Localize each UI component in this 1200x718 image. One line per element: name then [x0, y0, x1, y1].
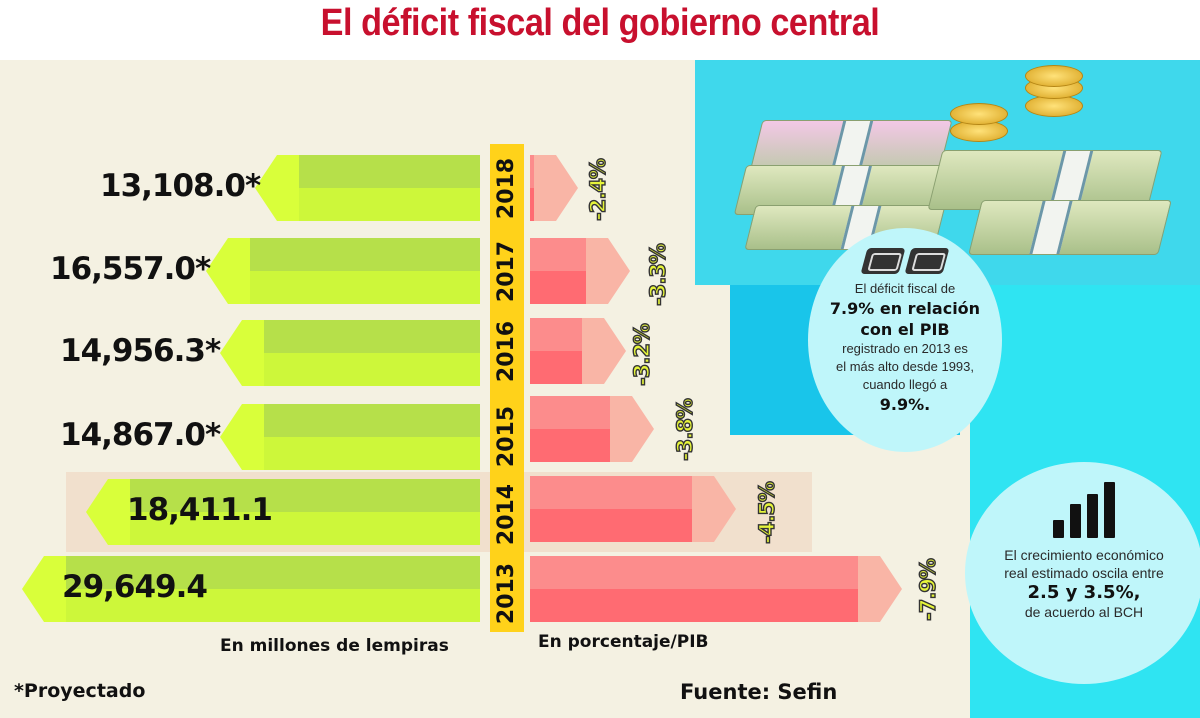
year-label-2014: 2014: [494, 483, 520, 545]
footnote-projected: *Proyectado: [14, 680, 146, 702]
pink-bar-2014: [530, 476, 736, 542]
coin-icon: [1025, 65, 1083, 87]
green-bar-2016: [220, 320, 480, 386]
year-label-2016: 2016: [494, 320, 520, 382]
year-label-2015: 2015: [494, 405, 520, 467]
callout-text: El crecimiento económico: [1004, 547, 1164, 563]
amount-label-2017: 16,557.0*: [50, 251, 211, 287]
green-bar-2018: [255, 155, 480, 221]
callout-text: el más alto desde 1993,: [835, 359, 975, 374]
right-axis-label: En porcentaje/PIB: [538, 632, 709, 652]
callout-text: cuando llegó a: [862, 377, 948, 392]
year-label-2013: 2013: [494, 562, 520, 624]
green-bar-2014: [86, 479, 480, 545]
callout-text: real estimado oscila entre: [1004, 565, 1164, 581]
pink-bar-2018: [530, 155, 578, 221]
pct-label-2015: -3.8%: [672, 398, 697, 461]
callout-highlight: 9.9%.: [879, 395, 931, 414]
callout-text: registrado en 2013 es: [842, 341, 968, 356]
pct-label-2018: -2.4%: [585, 158, 610, 221]
pct-label-2016: -3.2%: [629, 323, 654, 386]
bill-icon: [904, 248, 950, 274]
money-bills-icon: [808, 248, 1002, 274]
left-axis-label: En millones de lempiras: [220, 636, 449, 656]
source-label: Fuente: Sefin: [680, 680, 838, 704]
callout-highlight: 2.5 y 3.5%,: [1027, 582, 1141, 603]
callout-highlight: con el PIB: [860, 320, 950, 339]
callout-deficit: El déficit fiscal de 7.9% en relación co…: [808, 228, 1002, 452]
pink-bar-2015: [530, 396, 654, 462]
coin-icon: [950, 103, 1008, 125]
callout-growth: El crecimiento económico real estimado o…: [965, 462, 1200, 684]
callout-text: de acuerdo al BCH: [1024, 604, 1144, 620]
green-bar-2013: [22, 556, 480, 622]
pink-bar-2013: [530, 556, 902, 622]
year-strip: [490, 144, 524, 632]
amount-label-2018: 13,108.0*: [100, 168, 261, 204]
amount-label-2016: 14,956.3*: [60, 333, 221, 369]
pink-bar-2016: [530, 318, 626, 384]
bar-signal-icon: [965, 482, 1200, 538]
amount-label-2014: 18,411.1: [127, 492, 273, 528]
pct-label-2014: -4.5%: [754, 481, 779, 544]
year-label-2018: 2018: [494, 157, 520, 219]
bill-icon: [860, 248, 906, 274]
pct-label-2017: -3.3%: [645, 243, 670, 306]
page-title: El déficit fiscal del gobierno central: [320, 2, 880, 44]
amount-label-2015: 14,867.0*: [60, 417, 221, 453]
banknote-stack-icon: [968, 200, 1172, 255]
green-bar-2015: [220, 404, 480, 470]
year-label-2017: 2017: [494, 240, 520, 302]
pink-bar-2017: [530, 238, 630, 304]
pct-label-2013: -7.9%: [915, 558, 940, 621]
callout-text: El déficit fiscal de: [854, 281, 956, 296]
money-illustration: [733, 65, 1175, 265]
callout-highlight: 7.9% en relación: [829, 299, 981, 318]
green-bar-2017: [206, 238, 480, 304]
amount-label-2013: 29,649.4: [62, 569, 208, 605]
